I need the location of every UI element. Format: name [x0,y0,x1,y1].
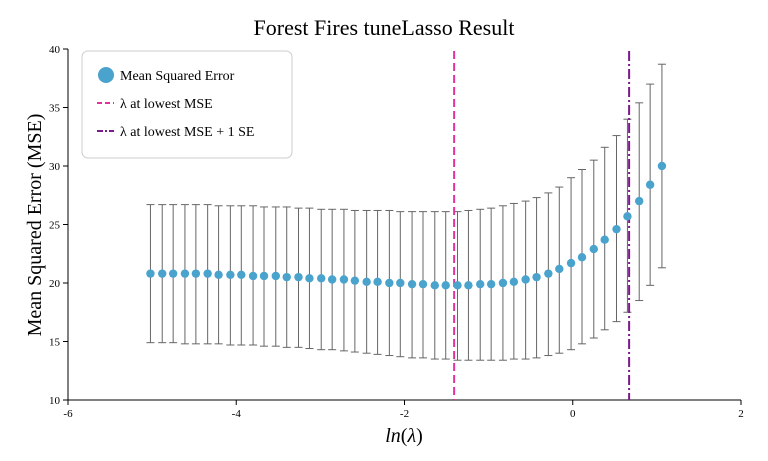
y-tick-label: 15 [49,337,61,349]
data-point [441,281,450,290]
data-point [589,244,598,254]
data-point [271,271,280,281]
data-points [146,161,667,290]
data-point [464,281,473,290]
y-tick-label: 40 [49,44,61,56]
y-tick-label: 10 [49,395,61,407]
data-point [327,275,337,284]
x-axis-label-fn: ln [385,425,401,447]
data-point [226,270,235,280]
data-point [339,275,349,284]
data-point [476,279,485,289]
x-axis-label-open: ( [401,425,408,447]
x-tick-label: -6 [63,408,73,420]
data-point [555,264,564,274]
data-point [498,278,508,288]
data-point [282,272,291,282]
data-point [350,276,360,285]
legend-label-1se: λ at lowest MSE + 1 SE [120,125,254,140]
data-point [396,278,405,288]
data-point [566,258,576,268]
data-point [305,274,314,283]
data-point [544,269,553,278]
data-point [294,272,303,282]
data-point [168,269,178,278]
data-point [373,277,382,287]
data-point [237,270,246,280]
y-tick-label: 20 [49,278,61,290]
data-point [635,196,644,206]
legend-label-mse: Mean Squared Error [120,69,235,84]
x-tick-label: 0 [570,408,576,420]
x-tick-label: 2 [738,408,744,420]
data-point [509,277,519,287]
data-point [259,271,269,281]
y-tick-label: 35 [49,103,61,115]
data-point [158,269,167,278]
x-tick-label: -2 [400,408,409,420]
data-point [248,271,258,281]
data-point [146,269,155,278]
data-point [418,279,428,289]
data-point [612,224,621,234]
data-point [317,274,326,283]
legend: Mean Squared Error λ at lowest MSE λ at … [81,50,293,159]
data-point [532,272,541,282]
x-axis-label-symbol: λ [406,425,416,447]
data-point [645,180,655,189]
data-point [407,279,417,289]
data-point [600,235,609,244]
data-point [521,275,530,284]
data-point [486,279,496,289]
data-point [657,161,667,171]
x-ticks: -6 -4 -2 0 2 [63,400,744,420]
x-axis-label: ln(λ) [385,425,423,447]
y-tick-label: 25 [49,220,61,232]
data-point [623,212,632,221]
data-point [362,277,371,287]
y-ticks: 10 15 20 25 30 35 40 [49,44,68,407]
data-point [214,270,223,280]
data-point [453,281,462,290]
data-point [430,281,439,290]
x-tick-label: -4 [232,408,242,420]
data-point [203,269,212,278]
data-point [180,269,190,278]
data-point [577,253,587,262]
legend-box [81,50,293,159]
reference-lines [453,51,631,400]
y-axis-label: Mean Squared Error (MSE) [24,114,46,337]
legend-marker-mse [98,67,114,83]
chart-title: Forest Fires tuneLasso Result [254,15,515,40]
y-tick-label: 30 [49,161,61,173]
data-point [191,269,201,278]
data-point [385,278,394,288]
legend-label-lowest: λ at lowest MSE [120,97,213,112]
x-axis-label-close: ) [416,425,423,447]
